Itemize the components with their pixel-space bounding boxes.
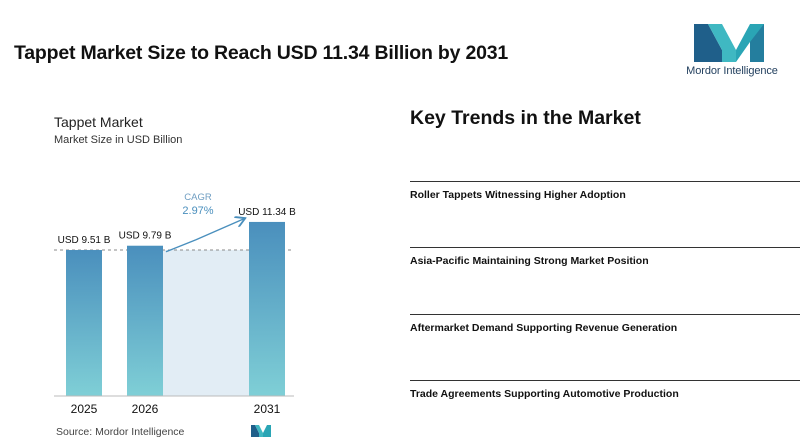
trend-item: Roller Tappets Witnessing Higher Adoptio… — [410, 181, 800, 201]
x-tick-label: 2025 — [71, 402, 98, 416]
trend-item: Trade Agreements Supporting Automotive P… — [410, 380, 800, 400]
page-title: Tappet Market Size to Reach USD 11.34 Bi… — [14, 42, 509, 64]
x-tick-label: 2031 — [254, 402, 281, 416]
data-label: USD 11.34 B — [238, 207, 296, 218]
bar — [249, 221, 285, 396]
trend-item: Asia-Pacific Maintaining Strong Market P… — [410, 247, 800, 267]
chart-subtitle: Market Size in USD Billion — [54, 134, 183, 146]
trend-item: Aftermarket Demand Supporting Revenue Ge… — [410, 314, 800, 334]
cagr-arrow — [165, 219, 244, 253]
bar — [66, 250, 102, 396]
trend-divider — [410, 181, 800, 182]
small-logo-icon — [251, 425, 271, 437]
trend-divider — [410, 380, 800, 381]
source-text: Source: Mordor Intelligence — [56, 426, 185, 438]
chart-title: Tappet Market — [54, 114, 143, 130]
trend-divider — [410, 314, 800, 315]
data-label: USD 9.79 B — [119, 231, 172, 242]
bar — [127, 245, 163, 396]
trend-label: Trade Agreements Supporting Automotive P… — [410, 388, 679, 400]
trend-label: Roller Tappets Witnessing Higher Adoptio… — [410, 189, 626, 201]
logo-text: Mordor Intelligence — [686, 65, 778, 77]
cagr-label: CAGR — [184, 192, 212, 203]
cagr-value: 2.97% — [182, 205, 213, 217]
trend-label: Aftermarket Demand Supporting Revenue Ge… — [410, 322, 678, 334]
trend-label: Asia-Pacific Maintaining Strong Market P… — [410, 255, 649, 267]
trends-title: Key Trends in the Market — [410, 107, 641, 129]
growth-region — [163, 250, 249, 396]
data-label: USD 9.51 B — [58, 235, 111, 246]
bar-chart: USD 9.51 B 2025 USD 9.79 B 2026 USD 11.34 B 2… — [54, 192, 296, 416]
mordor-logo-icon — [694, 24, 764, 62]
x-tick-label: 2026 — [132, 402, 159, 416]
trend-divider — [410, 247, 800, 248]
